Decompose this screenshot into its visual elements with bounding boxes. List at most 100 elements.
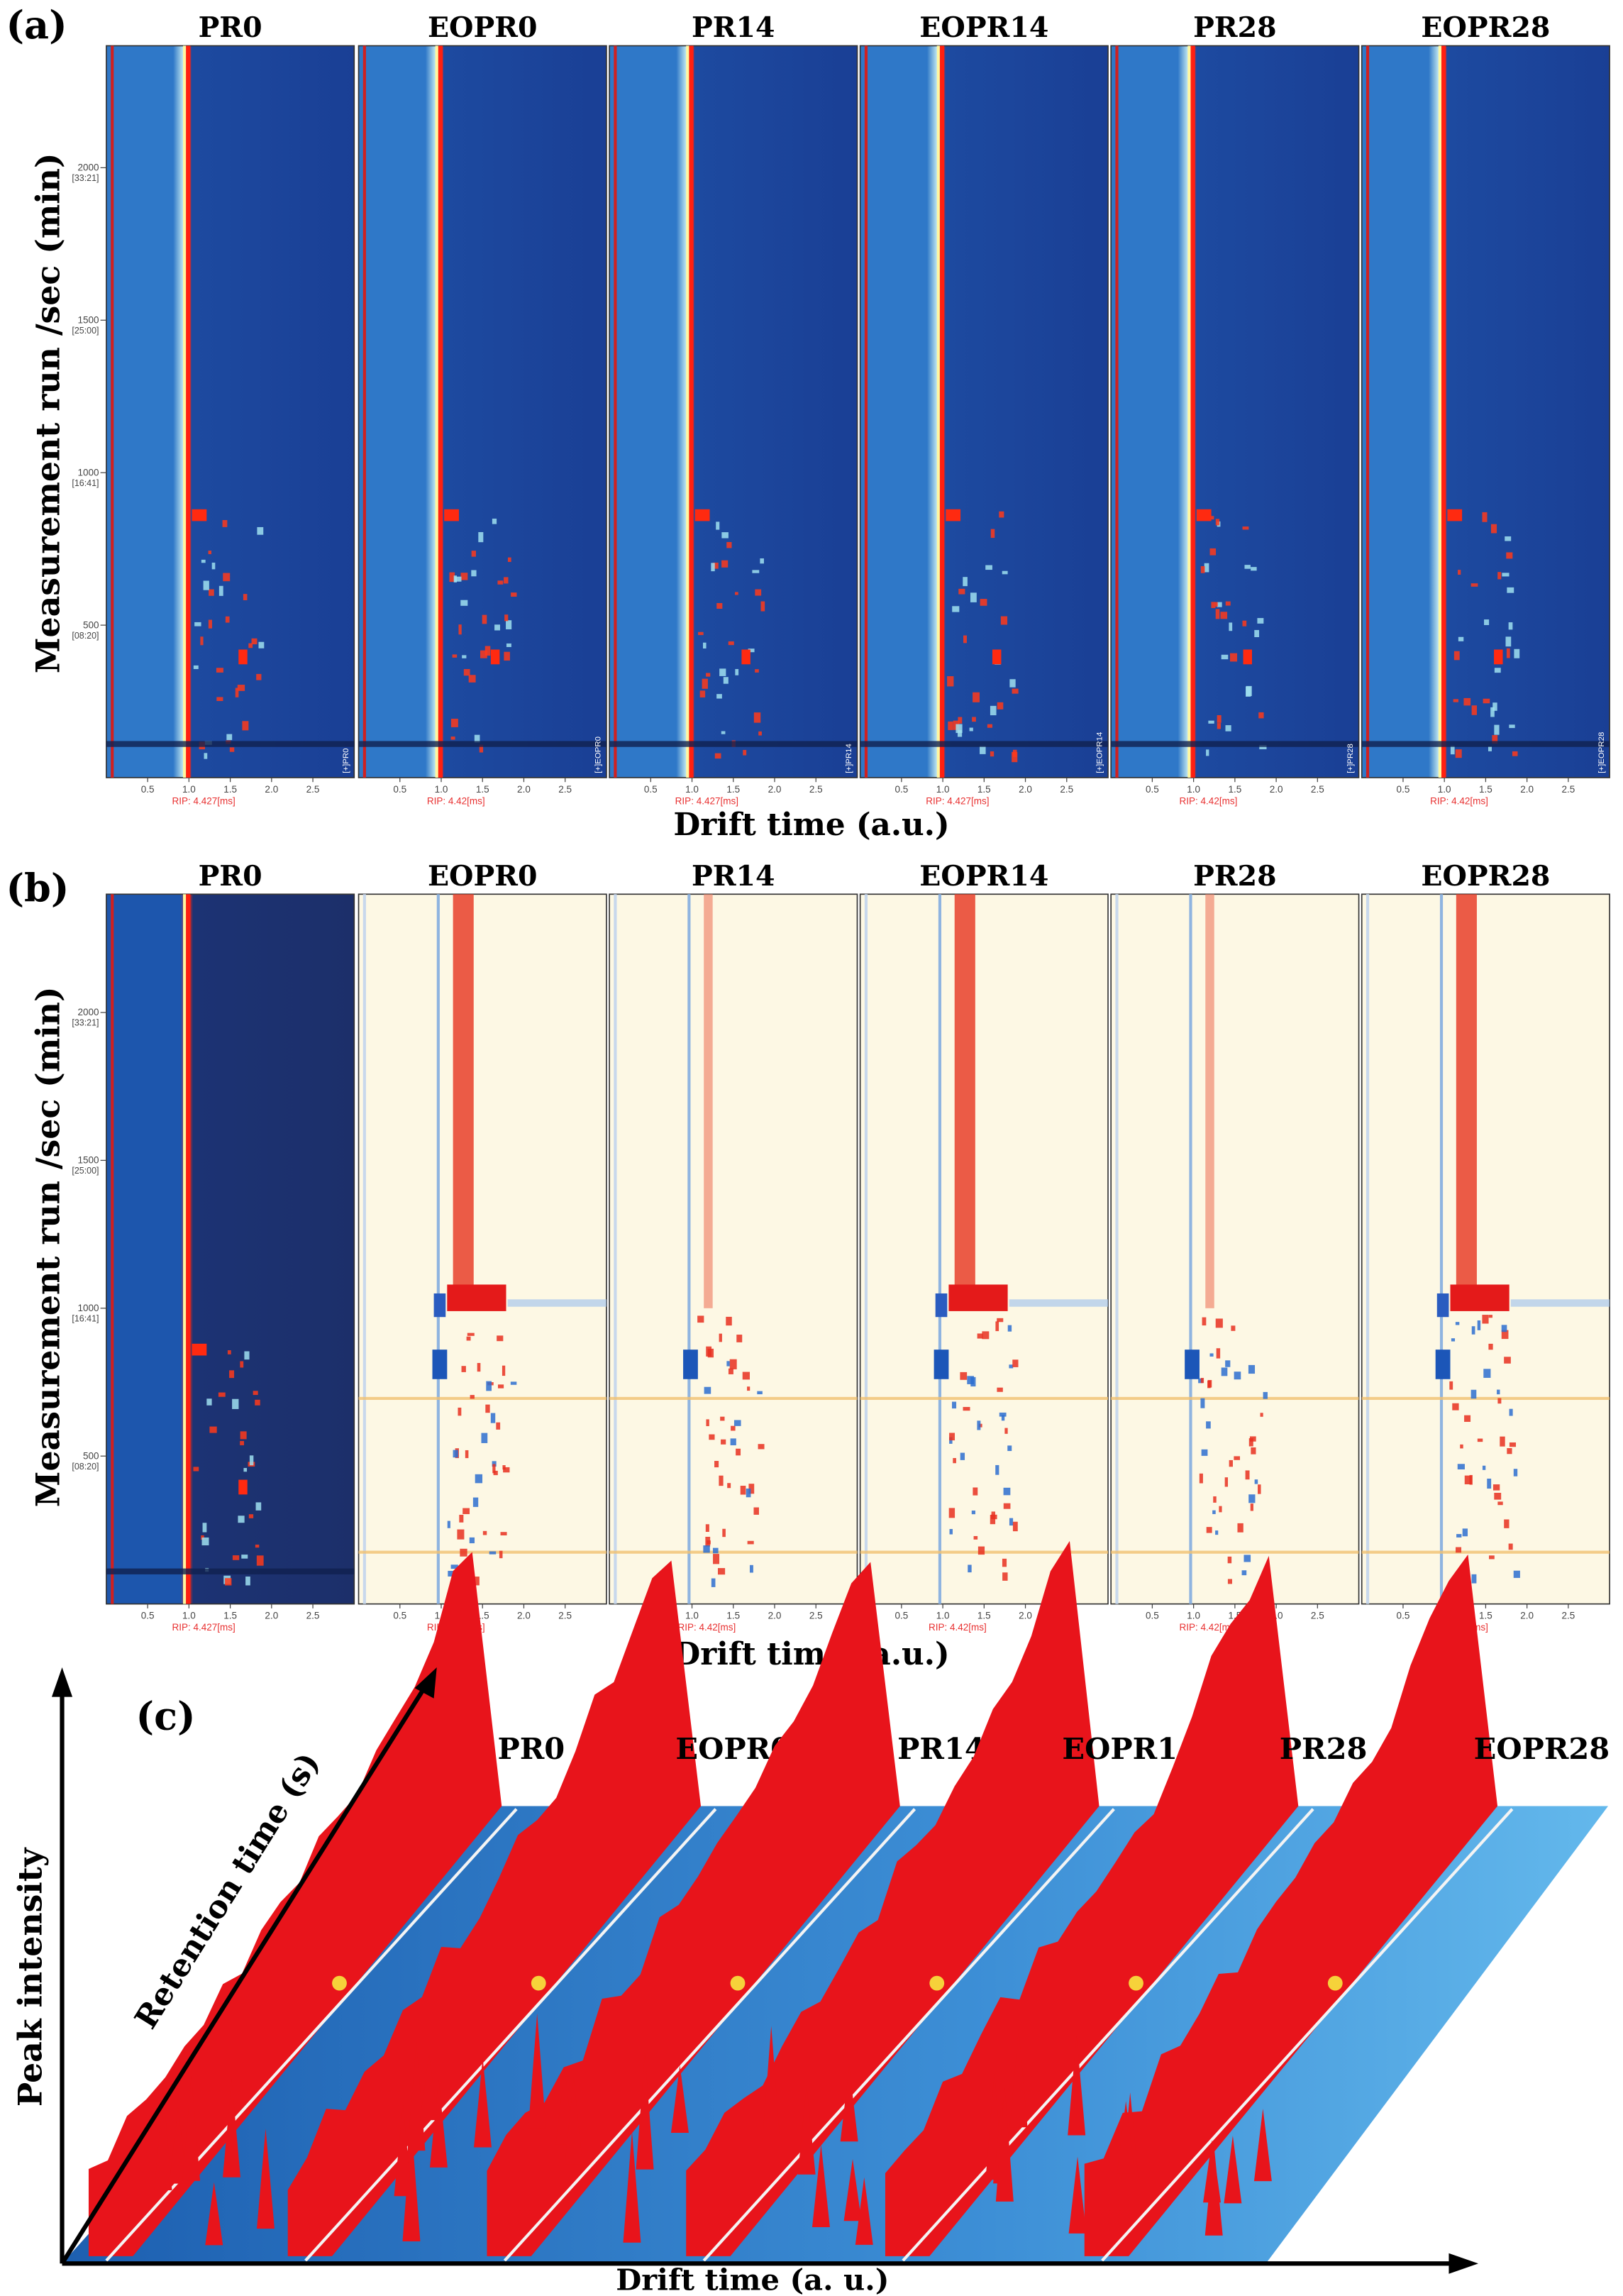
peak-spike [623, 2131, 641, 2243]
ion-peak [248, 1514, 254, 1518]
ion-peak [752, 570, 760, 573]
heatmap-grid-a: PR0 0.5 1.0 1.5 2.0 2.5 RIP: 4.427[ms] [+]PR0 EO… [72, 11, 1610, 806]
x-tick-label: 2.5 [1561, 784, 1575, 795]
peak-spike [1224, 2136, 1242, 2204]
ion-peak [1492, 1484, 1500, 1491]
ion-peak [479, 744, 484, 753]
ion-peak [208, 551, 211, 555]
peak-spike [1117, 2101, 1135, 2174]
x-tick-label: 1.5 [726, 1610, 740, 1621]
ion-peak [208, 619, 212, 629]
ion-peak [472, 1497, 479, 1507]
ion-peak [1458, 636, 1464, 641]
ion-peak [746, 1488, 751, 1498]
series-label-pr14: PR14 [897, 1731, 985, 1766]
ion-peak [963, 635, 967, 644]
ion-peak [461, 1366, 466, 1372]
x-tick-label: 2.0 [517, 1610, 531, 1621]
negative-peak [1435, 1350, 1451, 1379]
heatmap-background [859, 45, 1109, 778]
heatmap-panel-pr0: PR0 0.5 1.0 1.5 2.0 2.5 RIP: 4.427[ms] [106, 860, 355, 1633]
z-axis-line-c [60, 1681, 430, 2265]
ion-peak [963, 577, 968, 587]
x-tick-label: 1.5 [726, 784, 740, 795]
ion-peak [1471, 1326, 1475, 1335]
panel-title: EOPR14 [919, 860, 1048, 893]
ion-peak [980, 746, 986, 754]
ion-peak [1204, 563, 1209, 573]
reference-strip [111, 894, 114, 1604]
ion-peak [760, 601, 765, 612]
ion-peak [716, 521, 720, 530]
ion-peak [714, 1461, 719, 1468]
y-axis-label-c: Peak intensity [11, 1847, 49, 2107]
peak-spike [995, 2086, 1014, 2202]
ion-peak [958, 588, 965, 595]
reference-strip [362, 45, 366, 778]
ion-peak [1225, 1360, 1231, 1367]
ion-peak [1213, 1496, 1217, 1503]
ion-peak [490, 1413, 496, 1423]
ion-peak [1231, 1325, 1236, 1331]
ion-peak [1514, 648, 1520, 658]
rip-ridge [702, 1808, 1115, 2262]
ion-peak [1509, 1442, 1517, 1447]
difference-peak [948, 1284, 1008, 1311]
ion-peak [1012, 688, 1019, 694]
ion-peak [1462, 1528, 1468, 1537]
ion-peak [753, 712, 761, 723]
rip-line [1439, 894, 1444, 1604]
heatmap-background [106, 893, 355, 1605]
difference-plume [704, 894, 713, 1308]
ion-peak [468, 675, 476, 683]
heatmap-background [1361, 45, 1610, 778]
ion-peak [1224, 1477, 1229, 1487]
x-axis-arrow-icon [1448, 2253, 1479, 2274]
ion-peak [973, 1487, 978, 1496]
ion-peak [459, 1514, 464, 1523]
ion-peak [499, 1550, 503, 1559]
rip-ridge [503, 1808, 916, 2262]
ion-peak [1248, 1438, 1253, 1447]
panel-label-c: (c) [136, 1693, 196, 1738]
negative-peak [683, 1350, 698, 1379]
peak-spike [205, 2182, 223, 2246]
ion-peak [1257, 618, 1264, 624]
ion-peak [1003, 1487, 1011, 1496]
ion-peak [1482, 1465, 1486, 1470]
ion-peak [1507, 1447, 1512, 1455]
intensity-ridge-pr14 [487, 1562, 900, 2256]
rip-label: RIP: 4.427[ms] [172, 1622, 236, 1633]
ion-peak [1196, 509, 1212, 521]
y-tick-sublabel: [33:21] [72, 1018, 99, 1028]
rip-label: RIP: 4.42[ms] [1180, 795, 1238, 806]
peak-highlight [730, 1975, 746, 1991]
ion-peak [1206, 749, 1209, 756]
ion-peak [717, 1568, 726, 1575]
3d-topographic-plot: PR0 EOPR0 PR14 EOPR14 PR28 EOPR28 [62, 1540, 1610, 2264]
ion-peak [747, 1386, 750, 1391]
peak-spike [169, 2107, 187, 2184]
ion-peak [1504, 1519, 1510, 1528]
ion-peak [255, 1502, 262, 1511]
ion-peak [1208, 720, 1214, 724]
x-axis-label-c: Drift time (a. u.) [616, 2263, 889, 2296]
ion-peak [1456, 1547, 1462, 1553]
ion-peak [229, 747, 235, 752]
ion-peak [448, 1570, 453, 1577]
y-tick-sublabel: [25:00] [72, 1166, 99, 1176]
ion-peak [1009, 1518, 1014, 1526]
ion-peak [1007, 1445, 1012, 1452]
ion-peak [1488, 1343, 1493, 1350]
ion-peak [1501, 1330, 1509, 1340]
ion-peak [728, 1368, 733, 1374]
ion-peak [726, 541, 732, 548]
ion-peak [728, 641, 734, 646]
ion-peak [1215, 1318, 1223, 1328]
ion-peak [947, 676, 954, 687]
intensity-ridge-eopr0 [287, 1560, 702, 2256]
ion-peak [1002, 1558, 1007, 1567]
ion-peak [453, 1450, 458, 1458]
